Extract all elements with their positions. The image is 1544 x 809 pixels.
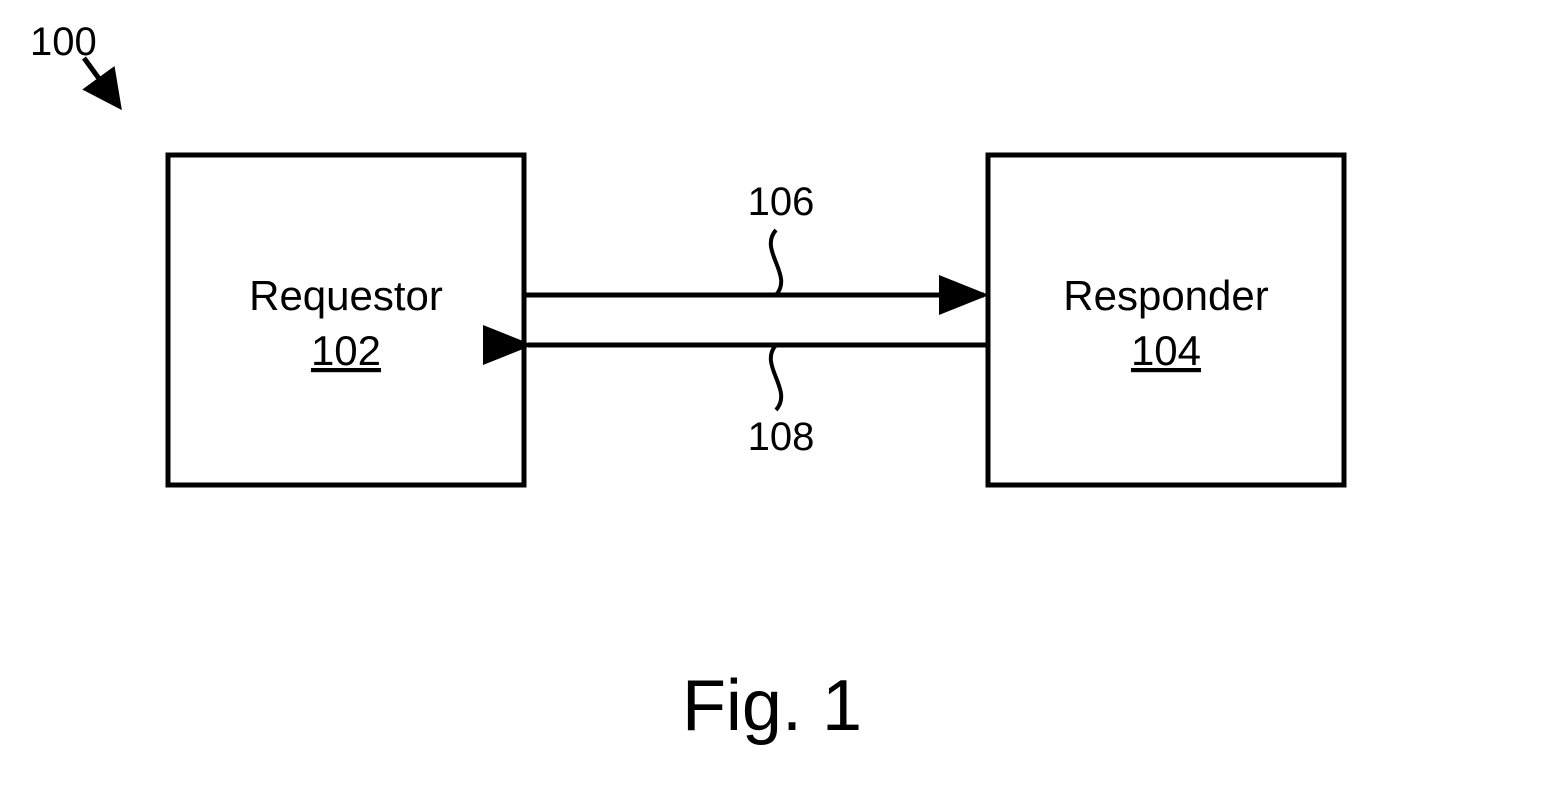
response-arrow-ref: 108: [748, 415, 815, 459]
requestor-box: [168, 155, 524, 485]
overall-ref-label: 100: [30, 20, 97, 64]
requestor-ref: 102: [311, 327, 381, 374]
overall-ref-arrow: [84, 58, 116, 102]
responder-ref: 104: [1131, 327, 1201, 374]
responder-box: [988, 155, 1344, 485]
figure-caption: Fig. 1: [682, 666, 862, 746]
request-arrow-ref: 106: [748, 180, 815, 224]
response-ref-leader: [771, 345, 781, 410]
requestor-label: Requestor: [249, 272, 443, 319]
figure-1: 100 Requestor 102 Responder 104 106 108 …: [0, 0, 1544, 809]
responder-label: Responder: [1063, 272, 1268, 319]
request-ref-leader: [771, 230, 781, 295]
